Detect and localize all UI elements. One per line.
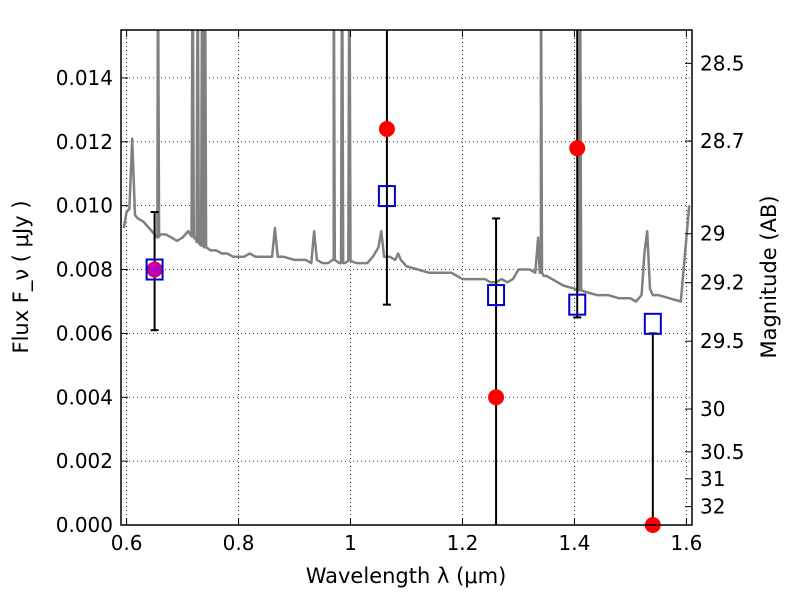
x-tick-label: 1 [344, 531, 357, 555]
right-tick-label: 28.7 [700, 129, 745, 153]
model-photometry-point [377, 185, 396, 208]
model-spectrum-line [122, 30, 691, 303]
right-tick-label: 31 [700, 467, 725, 491]
y-tick-label: 0.000 [56, 513, 113, 537]
model-photometry-point [643, 312, 662, 335]
observed-point [378, 121, 395, 137]
y-axis-label: Flux F_ν ( μJy ) [9, 200, 34, 353]
y-tick-label: 0.012 [56, 130, 113, 154]
x-tick-label: 0.6 [111, 531, 143, 555]
right-tick-label: 32 [700, 495, 725, 519]
y-tick-label: 0.004 [56, 385, 113, 409]
right-tick-label: 29.5 [700, 329, 745, 353]
model-photometry-point [487, 284, 506, 307]
y-tick-label: 0.010 [56, 194, 113, 218]
right-tick-label: 29.2 [700, 271, 745, 295]
right-tick-label: 30 [700, 397, 725, 421]
x-tick-label: 0.8 [223, 531, 255, 555]
x-axis-label: Wavelength λ (μm) [306, 564, 507, 588]
x-tick-label: 1.4 [559, 531, 591, 555]
y-tick-label: 0.008 [56, 258, 113, 282]
model-photometry-point [568, 293, 587, 316]
plot-area [122, 30, 691, 303]
y-axis-right-label: Magnitude (AB) [757, 195, 781, 358]
y-tick-label: 0.014 [56, 66, 113, 90]
data-points [145, 30, 662, 533]
observed-point [569, 140, 586, 157]
x-tick-label: 1.2 [447, 531, 479, 555]
axis-ticks: 0.6 0.8 1 1.2 1.4 1.6 0.000 0.002 0.004 0.006 0.00… [56, 30, 745, 555]
right-tick-label: 28.5 [700, 51, 745, 75]
y-tick-label: 0.006 [56, 321, 113, 345]
right-tick-label: 29 [700, 222, 725, 246]
plot-frame [120, 29, 693, 526]
model-photometry-point [145, 258, 164, 281]
observed-point [488, 389, 505, 406]
grid [121, 30, 692, 526]
y-tick-label: 0.002 [56, 449, 113, 473]
right-tick-label: 30.5 [700, 440, 745, 464]
observed-point-overlap [147, 262, 162, 277]
x-tick-label: 1.6 [670, 531, 702, 555]
